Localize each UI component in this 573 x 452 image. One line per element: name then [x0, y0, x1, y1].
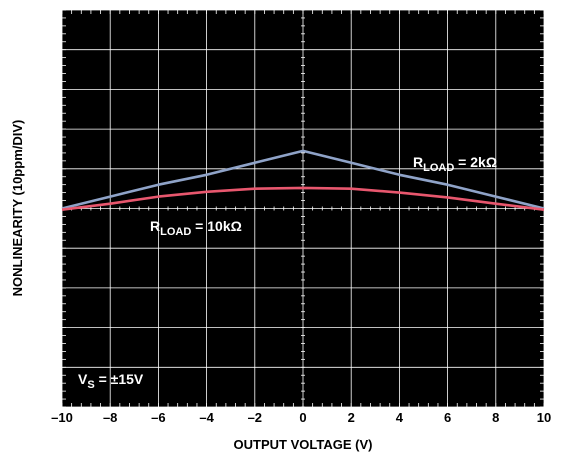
x-tick-label: 2: [348, 410, 355, 425]
series-line-10k: [61, 186, 545, 211]
series-line-2k: [61, 149, 545, 210]
x-tick-label: –10: [51, 410, 73, 425]
x-tick-label: 6: [444, 410, 451, 425]
x-axis-title: OUTPUT VOLTAGE (V): [234, 437, 373, 452]
x-tick-label: –6: [151, 410, 165, 425]
series-label-2k: RLOAD = 2kΩ: [413, 154, 497, 174]
x-tick-label: 4: [396, 410, 404, 425]
series-label-10k: RLOAD = 10kΩ: [150, 218, 242, 238]
y-axis-title: NONLINEARITY (10ppm/DIV): [10, 120, 25, 297]
x-tick-label: –8: [103, 410, 117, 425]
series-layer: [61, 149, 545, 211]
x-tick-label: 8: [492, 410, 499, 425]
x-tick-label: 10: [537, 410, 551, 425]
supply-voltage-annotation: VS = ±15V: [78, 371, 144, 391]
x-tick-label: –4: [199, 410, 214, 425]
figure-id: 06286-023: [550, 358, 560, 401]
x-tick-labels: –10 –8 –6 –4 –2 0 2 4 6 8 10: [51, 410, 551, 425]
x-tick-label: 0: [299, 410, 306, 425]
x-tick-label: –2: [248, 410, 262, 425]
